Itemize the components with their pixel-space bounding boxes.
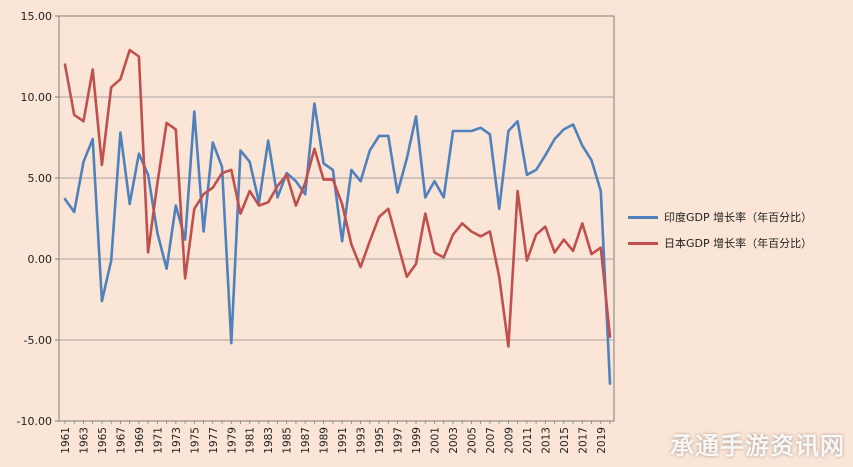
x-tick-label: 1999	[411, 427, 423, 454]
x-tick-label: 1969	[134, 427, 146, 454]
x-tick-label: 1967	[115, 427, 127, 454]
x-axis: 1961 1963 1965 1967 1969 1971 1973 1975 1977 1979…	[60, 421, 611, 454]
x-tick-label: 2005	[466, 427, 478, 454]
y-axis: -10.00 -5.00 0.00 5.00 10.00 15.00	[17, 10, 59, 428]
x-tick-label: 1963	[78, 427, 90, 454]
legend-swatch-japan	[628, 241, 658, 245]
series-line-india	[63, 102, 612, 386]
y-tick-label: 15.00	[21, 10, 53, 23]
y-tick-label: 5.00	[28, 172, 53, 185]
x-tick-label: 1965	[97, 427, 109, 454]
x-tick-label: 2003	[448, 427, 460, 454]
plot-area	[58, 15, 615, 422]
series-line-japan	[63, 48, 612, 348]
x-tick-label: 1987	[300, 427, 312, 454]
x-tick-label: 1981	[245, 427, 257, 454]
legend-item-india: 印度GDP 增长率（年百分比）	[628, 204, 812, 230]
legend-swatch-india	[628, 215, 658, 219]
y-tick-label: 10.00	[21, 91, 53, 104]
x-tick-label: 1979	[226, 427, 238, 454]
x-tick-label: 1989	[319, 427, 331, 454]
series-lines	[63, 48, 612, 386]
x-tick-label: 1977	[208, 427, 220, 454]
legend-label-japan: 日本GDP 增长率（年百分比）	[664, 237, 813, 250]
x-tick-label: 2013	[540, 427, 552, 454]
x-tick-label: 2011	[522, 427, 534, 454]
x-tick-label: 1983	[263, 427, 275, 454]
x-tick-label: 1997	[393, 427, 405, 454]
x-tick-label: 1961	[60, 427, 72, 454]
legend-item-japan: 日本GDP 增长率（年百分比）	[628, 230, 812, 256]
y-tick-label: 0.00	[28, 253, 53, 266]
x-tick-label: 1995	[374, 427, 386, 454]
x-tick-label: 2007	[485, 427, 497, 454]
x-tick-label: 2015	[559, 427, 571, 454]
legend-label-india: 印度GDP 增长率（年百分比）	[664, 211, 813, 224]
x-tick-label: 1971	[152, 427, 164, 454]
y-tick-label: -10.00	[17, 415, 52, 428]
y-tick-label: -5.00	[24, 334, 52, 347]
x-tick-label: 1973	[171, 427, 183, 454]
x-tick-label: 1985	[282, 427, 294, 454]
x-tick-label: 2001	[429, 427, 441, 454]
x-tick-label: 1991	[337, 427, 349, 454]
legend: 印度GDP 增长率（年百分比） 日本GDP 增长率（年百分比）	[628, 204, 812, 256]
x-tick-label: 2019	[596, 427, 608, 454]
watermark-text: 承通手游资讯网	[670, 432, 845, 460]
x-tick-label: 2009	[503, 427, 515, 454]
x-tick-label: 1993	[356, 427, 368, 454]
x-tick-label: 1975	[189, 427, 201, 454]
x-tick-label: 2017	[577, 427, 589, 454]
